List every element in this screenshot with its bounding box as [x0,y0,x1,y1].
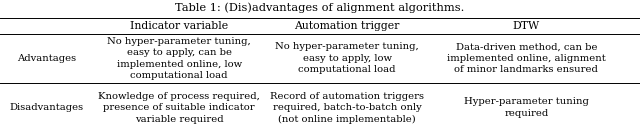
Text: Disadvantages: Disadvantages [10,103,83,112]
Text: Record of automation triggers
required, batch-to-batch only
(not online implemen: Record of automation triggers required, … [270,92,424,124]
Text: Automation trigger: Automation trigger [294,21,400,31]
Text: No hyper-parameter tuning,
easy to apply, can be
implemented online, low
computa: No hyper-parameter tuning, easy to apply… [108,37,251,80]
Text: No hyper-parameter tuning,
easy to apply, low
computational load: No hyper-parameter tuning, easy to apply… [275,43,419,74]
Text: Knowledge of process required,
presence of suitable indicator
variable required: Knowledge of process required, presence … [99,92,260,124]
Text: Advantages: Advantages [17,54,76,63]
Text: DTW: DTW [513,21,540,31]
Text: Indicator variable: Indicator variable [130,21,228,31]
Text: Hyper-parameter tuning
required: Hyper-parameter tuning required [464,97,589,118]
Text: Table 1: (Dis)advantages of alignment algorithms.: Table 1: (Dis)advantages of alignment al… [175,2,465,13]
Text: Data-driven method, can be
implemented online, alignment
of minor landmarks ensu: Data-driven method, can be implemented o… [447,43,606,74]
